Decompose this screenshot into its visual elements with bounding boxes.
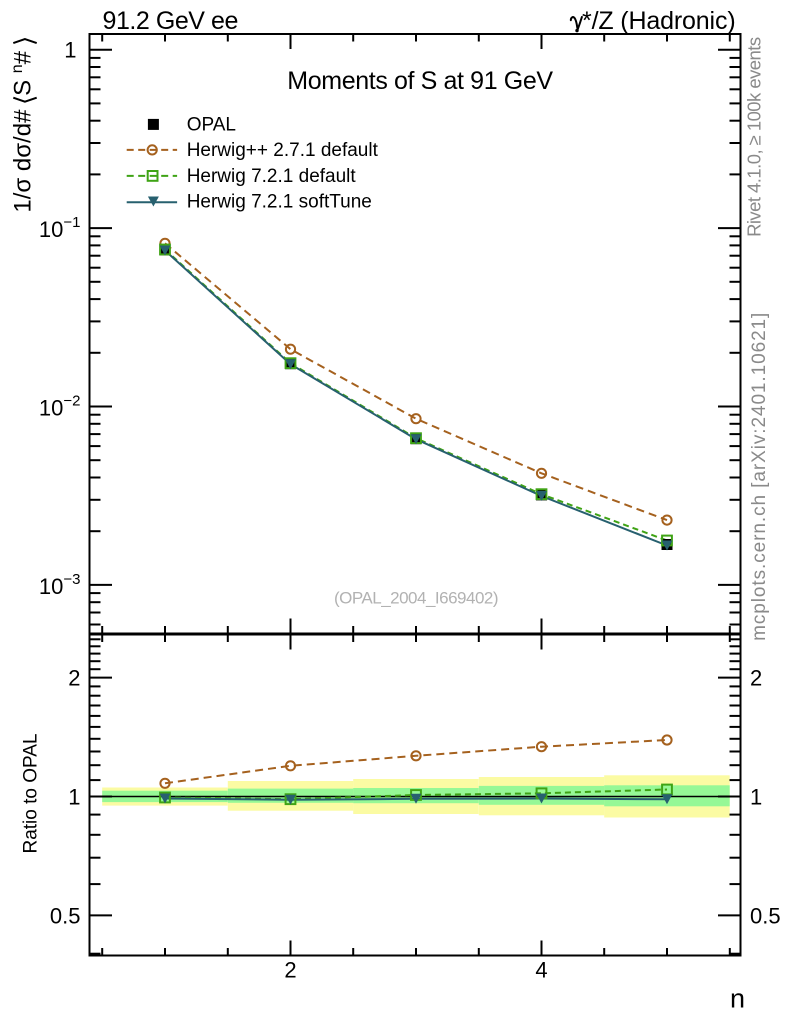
svg-text:10−1: 10−1 xyxy=(39,214,81,242)
svg-text:#: # xyxy=(10,50,37,64)
svg-text:91.2 GeV ee: 91.2 GeV ee xyxy=(103,7,238,35)
svg-text:2: 2 xyxy=(284,958,296,983)
svg-text:0.5: 0.5 xyxy=(750,903,781,928)
svg-text:2: 2 xyxy=(750,666,762,691)
svg-text:1: 1 xyxy=(68,785,80,810)
svg-text:Herwig 7.2.1 default: Herwig 7.2.1 default xyxy=(187,166,357,187)
svg-text:mcplots.cern.ch [arXiv:2401.10: mcplots.cern.ch [arXiv:2401.10621] xyxy=(749,312,770,641)
svg-text:Rivet 4.1.0, ≥ 100k events: Rivet 4.1.0, ≥ 100k events xyxy=(743,37,764,237)
svg-text:Herwig 7.2.1 softTune: Herwig 7.2.1 softTune xyxy=(187,192,372,213)
svg-text:(OPAL_2004_I669402): (OPAL_2004_I669402) xyxy=(334,589,498,608)
svg-text:Moments of S at 91 GeV: Moments of S at 91 GeV xyxy=(287,67,553,95)
svg-text:Herwig++ 2.7.1 default: Herwig++ 2.7.1 default xyxy=(187,140,379,161)
svg-text:1/σ dσ/d#: 1/σ dσ/d# xyxy=(10,109,37,213)
svg-text:1: 1 xyxy=(64,38,76,63)
svg-text:4: 4 xyxy=(535,958,547,983)
svg-text:Ratio to OPAL: Ratio to OPAL xyxy=(20,733,41,853)
svg-text:2: 2 xyxy=(68,666,80,691)
svg-text:n: n xyxy=(9,64,26,73)
svg-text:n: n xyxy=(730,984,745,1014)
svg-text:1: 1 xyxy=(750,785,762,810)
svg-text:S: S xyxy=(10,80,37,96)
svg-text:0.5: 0.5 xyxy=(50,903,81,928)
svg-text:*/Z (Hadronic): */Z (Hadronic) xyxy=(582,7,736,35)
svg-text:OPAL: OPAL xyxy=(187,114,236,135)
